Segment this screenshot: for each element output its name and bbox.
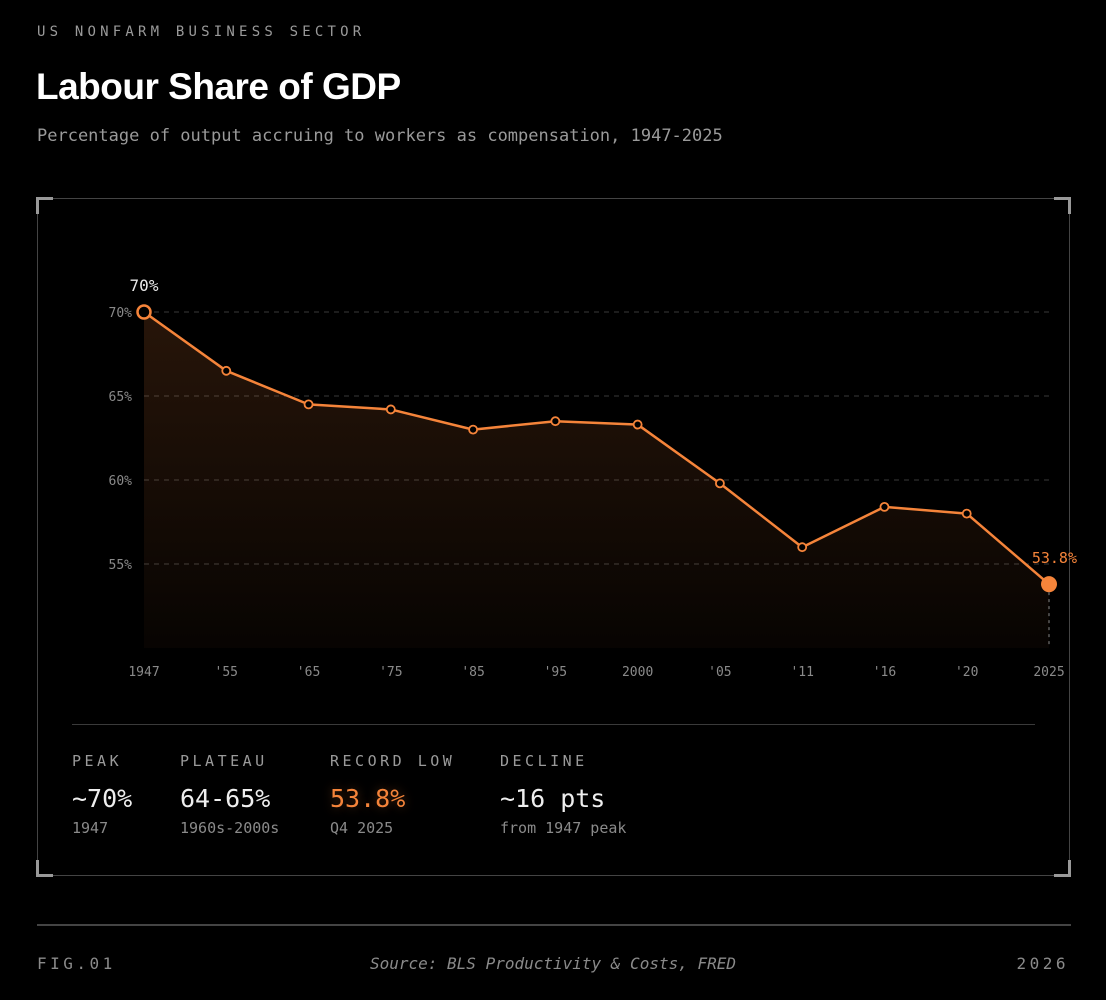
data-point xyxy=(550,416,561,427)
data-point xyxy=(715,478,725,489)
corner-bracket xyxy=(1054,197,1071,214)
stat-plateau: PLATEAU 64-65% 1960s-2000s xyxy=(180,752,279,837)
data-point xyxy=(221,365,232,376)
stat-value: 64-65% xyxy=(180,784,271,813)
low-annotation: 53.8% xyxy=(1032,549,1077,567)
stat-record-low: RECORD LOW 53.8% Q4 2025 xyxy=(330,752,455,837)
source-note: Source: BLS Productivity & Costs, FRED xyxy=(369,954,737,973)
data-point-peak xyxy=(136,304,152,320)
stat-decline: DECLINE ~16 pts from 1947 peak xyxy=(500,752,626,837)
y-tick-label: 70% xyxy=(109,306,133,321)
x-tick-label: '65 xyxy=(297,665,320,680)
x-tick-label: '11 xyxy=(790,665,813,680)
stat-sub: Q4 2025 xyxy=(330,819,394,837)
data-point xyxy=(879,501,890,512)
eyebrow: US NONFARM BUSINESS SECTOR xyxy=(37,24,366,40)
area-fill xyxy=(144,312,1049,648)
stat-sub: 1960s-2000s xyxy=(180,819,280,837)
data-point-low xyxy=(1041,576,1057,593)
stat-value: ~70% xyxy=(72,784,133,813)
data-point xyxy=(468,424,478,435)
stat-label: PLATEAU xyxy=(180,752,268,770)
y-tick-label: 60% xyxy=(109,474,133,489)
corner-bracket xyxy=(1054,860,1071,877)
footer-year: 2026 xyxy=(1016,954,1069,973)
x-tick-label: '55 xyxy=(215,665,238,680)
corner-bracket xyxy=(36,860,53,877)
figure-number: FIG.01 xyxy=(37,954,116,973)
x-tick-label: '85 xyxy=(461,665,484,680)
peak-annotation: 70% xyxy=(130,276,159,295)
stat-peak: PEAK ~70% 1947 xyxy=(72,752,132,837)
data-point xyxy=(961,508,972,519)
stat-label: PEAK xyxy=(72,752,123,770)
subtitle: Percentage of output accruing to workers… xyxy=(37,126,723,146)
x-tick-label: 1947 xyxy=(128,665,159,680)
x-tick-label: '75 xyxy=(379,665,402,680)
chart-frame xyxy=(36,197,1071,877)
x-tick-label: '16 xyxy=(873,665,896,680)
stat-sub: 1947 xyxy=(72,819,109,837)
x-tick-label: 2025 xyxy=(1033,665,1064,680)
y-tick-label: 55% xyxy=(109,558,133,573)
stat-value: ~16 pts xyxy=(500,784,606,813)
data-point xyxy=(385,404,396,415)
line-chart: 70% 65% 60% 55% 1947 '55 '65 '75 '85 '95 2000 '05 '1… xyxy=(109,276,1077,680)
data-point xyxy=(632,419,643,430)
data-point xyxy=(797,542,808,553)
stat-label: DECLINE xyxy=(500,752,588,770)
page-title: Labour Share of GDP xyxy=(36,66,401,107)
stat-value: 53.8% xyxy=(330,784,406,813)
y-tick-label: 65% xyxy=(109,390,133,405)
x-tick-label: '20 xyxy=(955,665,978,680)
footer-divider xyxy=(37,924,1071,926)
x-tick-label: '05 xyxy=(708,665,731,680)
series-line xyxy=(143,310,1050,586)
x-tick-label: '95 xyxy=(544,665,567,680)
x-tick-label: 2000 xyxy=(622,665,653,680)
stat-sub: from 1947 peak xyxy=(500,819,627,837)
stats-divider xyxy=(72,724,1035,725)
data-point xyxy=(303,399,314,410)
corner-bracket xyxy=(36,197,53,214)
stat-label: RECORD LOW xyxy=(330,752,456,770)
